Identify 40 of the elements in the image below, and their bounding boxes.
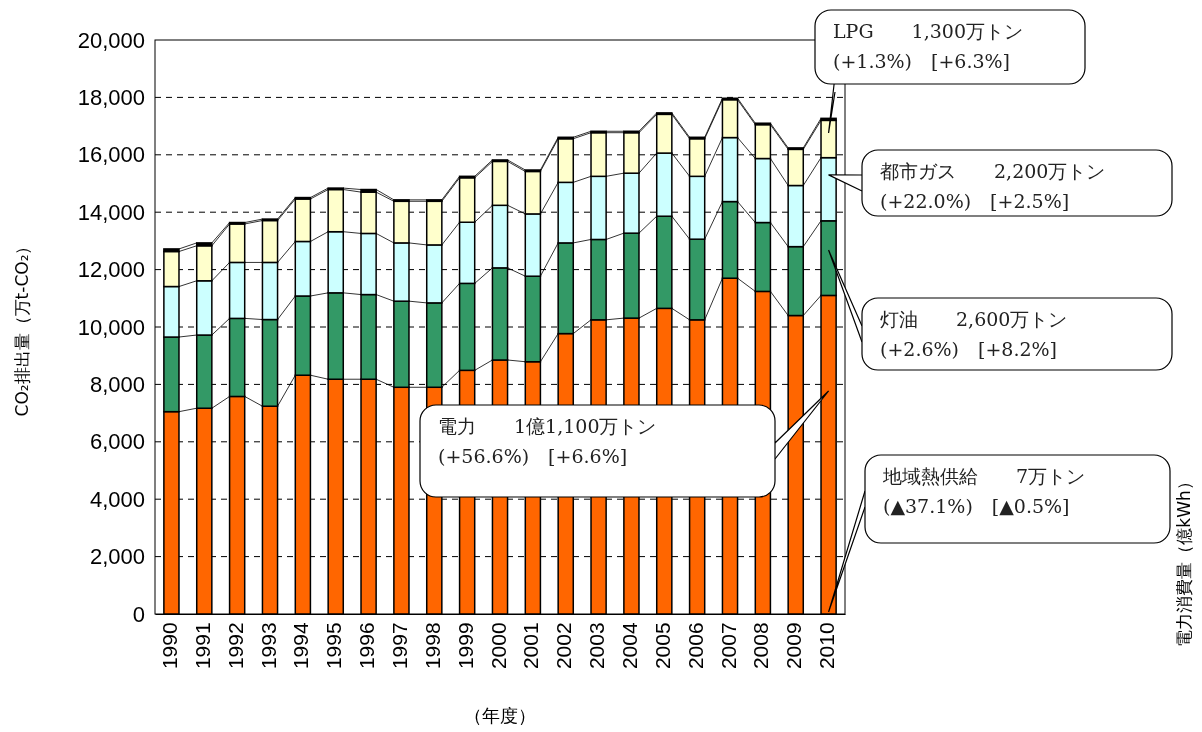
- x-tick-label: 2005: [650, 622, 674, 670]
- y-axis-title: CO₂排出量（万t-CO₂）: [12, 237, 32, 417]
- y-tick-label: 14,000: [77, 199, 145, 225]
- x-tick-label: 2009: [782, 622, 806, 670]
- y-tick-label: 16,000: [77, 142, 145, 168]
- y-tick-label: 18,000: [77, 84, 145, 110]
- annotation: 地域熱供給 7万トン (▲37.1%) [▲0.5%]: [882, 465, 1086, 517]
- x-tick-label: 1995: [322, 622, 346, 670]
- annotation: 都市ガス 2,200万トン (+22.0%) [+2.5%]: [880, 160, 1106, 212]
- y-tick-label: 12,000: [77, 257, 145, 283]
- y-tick-label: 20,000: [77, 27, 145, 53]
- x-axis-title: （年度）: [464, 705, 536, 726]
- x-tick-label: 2002: [552, 622, 576, 670]
- x-tick-label: 2007: [716, 622, 740, 670]
- x-tick-label: 1997: [387, 622, 411, 670]
- x-tick-label: 1996: [355, 622, 379, 670]
- x-tick-label: 2001: [519, 622, 543, 670]
- x-tick-label: 1994: [289, 622, 313, 670]
- x-tick-label: 1999: [453, 622, 477, 670]
- annotation: 電力 1億1,100万トン (+56.6%) [+6.6%]: [438, 415, 657, 467]
- y-tick-label: 2,000: [89, 544, 145, 570]
- y-tick-label: 10,000: [77, 314, 145, 340]
- x-tick-label: 2006: [683, 622, 707, 670]
- x-tick-label: 1993: [256, 622, 280, 670]
- x-tick-label: 2004: [617, 622, 641, 670]
- x-tick-label: 1991: [190, 622, 214, 670]
- x-tick-label: 2000: [486, 622, 510, 670]
- x-tick-label: 1992: [223, 622, 247, 670]
- x-tick-label: 2010: [815, 622, 839, 670]
- y-tick-label: 8,000: [89, 371, 145, 397]
- x-tick-label: 1990: [157, 622, 181, 670]
- x-tick-label: 2003: [585, 622, 609, 670]
- annotation: LPG 1,300万トン (+1.3%) [+6.3%]: [833, 20, 1023, 72]
- x-tick-label: 2008: [749, 622, 773, 670]
- text: 電力消費量（億kWh）: [1174, 473, 1194, 647]
- y-tick-label: 6,000: [89, 429, 145, 455]
- x-tick-label: 1998: [420, 622, 444, 670]
- y-tick-label: 4,000: [89, 486, 145, 512]
- y-tick-label: 0: [132, 601, 145, 627]
- annotation: 灯油 2,600万トン (+2.6%) [+8.2%]: [880, 308, 1068, 360]
